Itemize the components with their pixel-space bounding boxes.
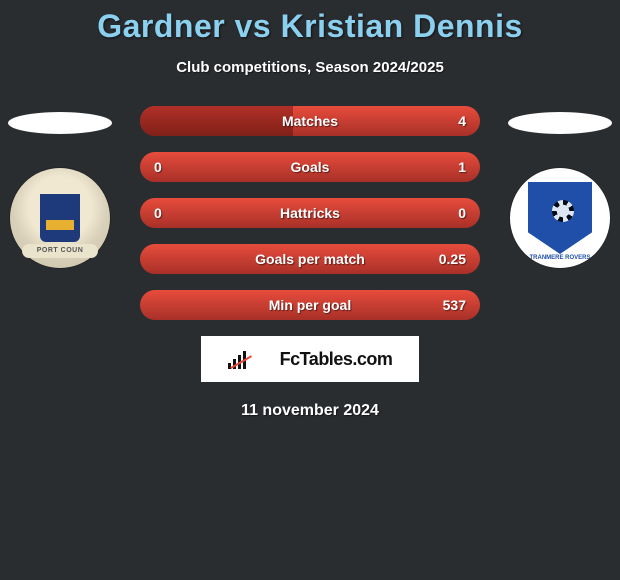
club-crest-left: PORT COUN bbox=[10, 168, 110, 268]
stat-left-value: 0 bbox=[154, 159, 214, 175]
stat-label: Goals per match bbox=[214, 251, 406, 267]
player-right-column: TRANMERE ROVERS bbox=[500, 106, 620, 268]
footer-date: 11 november 2024 bbox=[0, 402, 620, 420]
stat-right-value: 1 bbox=[406, 159, 466, 175]
stat-row-goals: 0 Goals 1 bbox=[140, 152, 480, 182]
stat-right-value: 0 bbox=[406, 205, 466, 221]
brand-text: FcTables.com bbox=[280, 349, 393, 370]
stat-row-hattricks: 0 Hattricks 0 bbox=[140, 198, 480, 228]
stat-label: Min per goal bbox=[214, 297, 406, 313]
stat-label: Hattricks bbox=[214, 205, 406, 221]
stat-left-value: 0 bbox=[154, 205, 214, 221]
page-title: Gardner vs Kristian Dennis bbox=[0, 0, 620, 45]
stat-right-value: 537 bbox=[406, 297, 466, 313]
stat-row-min-per-goal: Min per goal 537 bbox=[140, 290, 480, 320]
stat-label: Goals bbox=[214, 159, 406, 175]
stat-row-matches: Matches 4 bbox=[140, 106, 480, 136]
club-crest-right-ribbon: TRANMERE ROVERS bbox=[524, 252, 596, 264]
player-left-name-plate bbox=[8, 112, 112, 134]
comparison-stage: PORT COUN TRANMERE ROVERS Matches 4 0 Go… bbox=[0, 106, 620, 320]
club-crest-left-ribbon: PORT COUN bbox=[22, 244, 98, 258]
stat-right-value: 4 bbox=[406, 113, 466, 129]
player-right-name-plate bbox=[508, 112, 612, 134]
stat-row-goals-per-match: Goals per match 0.25 bbox=[140, 244, 480, 274]
stat-bars: Matches 4 0 Goals 1 0 Hattricks 0 Goals … bbox=[140, 106, 480, 320]
player-left-column: PORT COUN bbox=[0, 106, 120, 268]
stat-label: Matches bbox=[214, 113, 406, 129]
stat-right-value: 0.25 bbox=[406, 251, 466, 267]
page-subtitle: Club competitions, Season 2024/2025 bbox=[0, 59, 620, 76]
branding-box: FcTables.com bbox=[201, 336, 419, 382]
club-crest-right: TRANMERE ROVERS bbox=[510, 168, 610, 268]
